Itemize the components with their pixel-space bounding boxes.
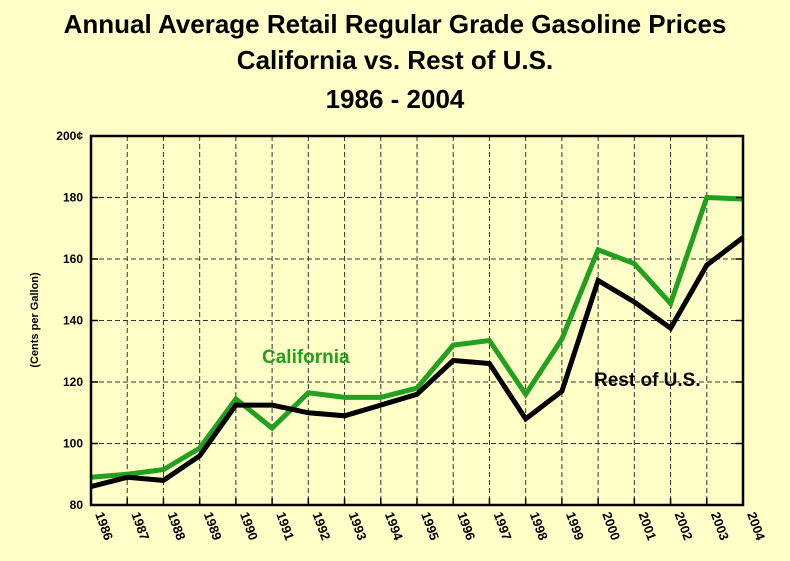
x-tick-label: 1987 — [128, 510, 152, 542]
y-tick-label: 80 — [70, 498, 84, 512]
x-tick-label: 2002 — [672, 510, 696, 542]
x-tick-label: 1994 — [382, 510, 406, 543]
x-tick-label: 2001 — [636, 510, 660, 542]
title-line-3: 1986 - 2004 — [326, 84, 465, 114]
gridlines — [91, 136, 743, 505]
x-tick-label: 1988 — [165, 510, 189, 542]
y-tick-label: 180 — [63, 191, 83, 205]
x-tick-label: 1999 — [563, 510, 587, 542]
x-tick-label: 2000 — [599, 510, 623, 542]
y-tick-label: 160 — [63, 252, 83, 266]
x-tick-label: 1992 — [310, 510, 334, 542]
x-tick-label: 1993 — [346, 510, 370, 542]
y-tick-label: 120 — [63, 375, 83, 389]
title-line-1: Annual Average Retail Regular Grade Gaso… — [64, 9, 727, 39]
title-line-2: California vs. Rest of U.S. — [237, 45, 553, 75]
y-tick-label: 100 — [63, 437, 83, 451]
x-tick-label: 1997 — [491, 510, 515, 542]
chart-title: Annual Average Retail Regular Grade Gaso… — [64, 9, 727, 114]
series-label-california: California — [262, 347, 350, 368]
x-tick-label: 1989 — [201, 510, 225, 542]
y-axis: 80 100 120 140 160 180 200¢ — [56, 129, 743, 512]
series-label-rest-of-us: Rest of U.S. — [594, 370, 701, 391]
x-tick-label: 1998 — [527, 510, 551, 542]
x-tick-label: 2003 — [708, 510, 732, 542]
y-axis-label: (Cents per Gallon) — [29, 272, 41, 368]
x-tick-label: 1995 — [418, 510, 442, 542]
x-tick-label: 2004 — [744, 510, 768, 543]
y-tick-label: 200¢ — [56, 129, 83, 143]
x-tick-label: 1986 — [92, 510, 116, 542]
y-tick-label: 140 — [63, 314, 83, 328]
x-tick-label: 1990 — [237, 510, 261, 542]
series-lines — [90, 194, 745, 490]
x-tick-label: 1991 — [273, 510, 297, 542]
series-line-california — [90, 194, 744, 480]
x-tick-label: 1996 — [454, 510, 478, 542]
